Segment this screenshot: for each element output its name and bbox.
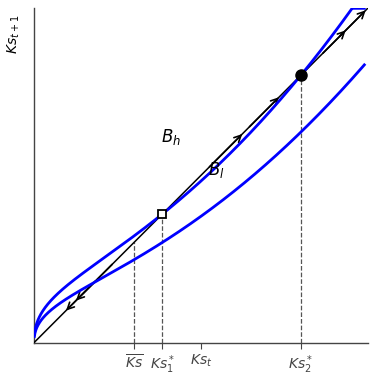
Text: $Ks_{t+1}$: $Ks_{t+1}$ <box>6 15 22 54</box>
Text: $B_h$: $B_h$ <box>161 127 181 147</box>
Text: $B_l$: $B_l$ <box>208 161 224 180</box>
